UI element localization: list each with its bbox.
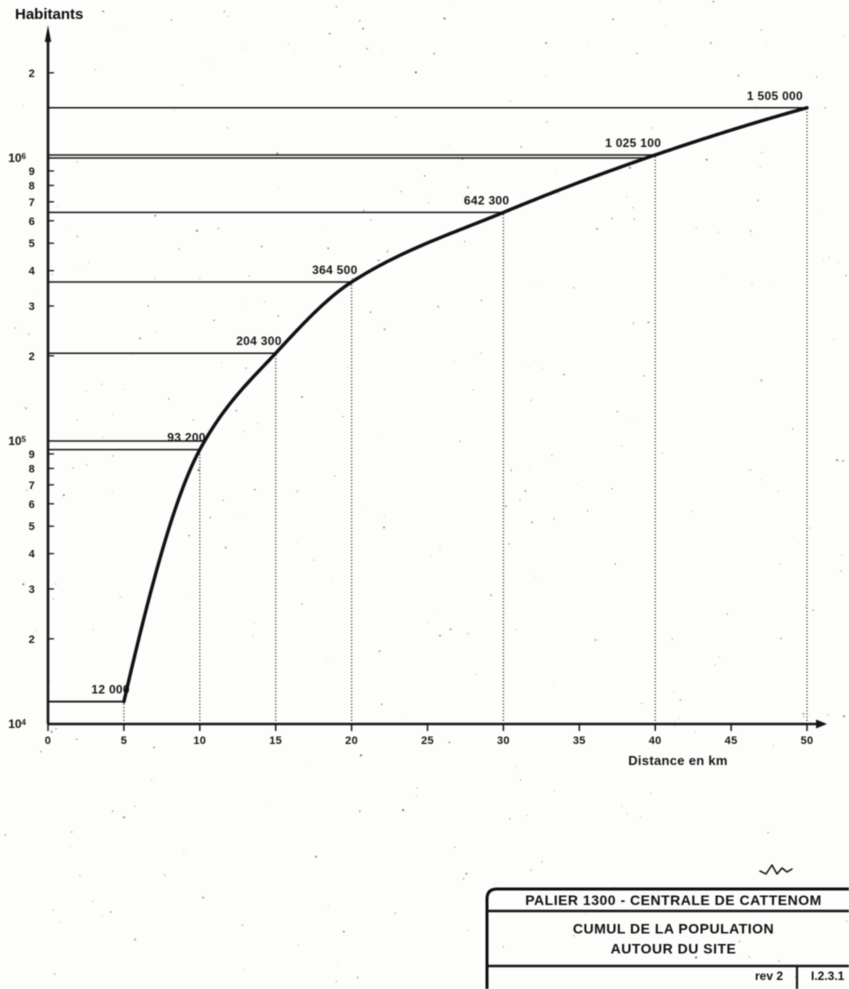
svg-text:1 505 000: 1 505 000 [747, 89, 803, 103]
svg-text:93 200: 93 200 [167, 431, 206, 445]
svg-text:PALIER 1300 - CENTRALE DE CATT: PALIER 1300 - CENTRALE DE CATTENOM [525, 892, 822, 908]
svg-text:8: 8 [29, 463, 35, 475]
svg-text:20: 20 [345, 735, 358, 747]
svg-text:5: 5 [121, 735, 127, 747]
svg-text:9: 9 [29, 166, 35, 178]
svg-text:40: 40 [649, 735, 662, 747]
svg-text:642 300: 642 300 [464, 193, 510, 207]
svg-text:50: 50 [801, 735, 814, 747]
svg-text:45: 45 [725, 735, 738, 747]
svg-text:364 500: 364 500 [312, 263, 358, 277]
svg-text:3: 3 [29, 301, 35, 313]
svg-text:30: 30 [497, 735, 510, 747]
svg-text:204 300: 204 300 [236, 334, 282, 348]
svg-text:7: 7 [29, 197, 35, 209]
svg-text:6: 6 [29, 499, 35, 511]
svg-text:25: 25 [421, 735, 434, 747]
svg-text:AUTOUR DU SITE: AUTOUR DU SITE [611, 941, 737, 957]
svg-text:10: 10 [193, 735, 206, 747]
svg-text:4: 4 [29, 549, 36, 561]
svg-text:CUMUL DE LA POPULATION: CUMUL DE LA POPULATION [573, 921, 774, 937]
svg-text:8: 8 [29, 180, 35, 192]
svg-text:2: 2 [29, 634, 35, 646]
svg-text:35: 35 [573, 735, 586, 747]
svg-text:4: 4 [29, 266, 36, 278]
svg-text:3: 3 [29, 584, 35, 596]
svg-text:106: 106 [8, 151, 26, 165]
svg-text:5: 5 [29, 238, 35, 250]
svg-text:2: 2 [29, 68, 35, 80]
svg-text:0: 0 [45, 735, 51, 747]
svg-text:105: 105 [8, 434, 26, 448]
svg-text:I.2.3.1: I.2.3.1 [811, 969, 845, 983]
svg-text:2: 2 [29, 351, 35, 363]
svg-text:5: 5 [29, 521, 35, 533]
svg-text:rev 2: rev 2 [755, 969, 783, 983]
svg-text:9: 9 [29, 449, 35, 461]
svg-text:Distance en km: Distance en km [628, 753, 728, 768]
svg-text:1 025 100: 1 025 100 [605, 136, 661, 150]
svg-text:7: 7 [29, 480, 35, 492]
svg-text:6: 6 [29, 216, 35, 228]
svg-text:15: 15 [269, 735, 282, 747]
svg-text:104: 104 [8, 717, 26, 731]
